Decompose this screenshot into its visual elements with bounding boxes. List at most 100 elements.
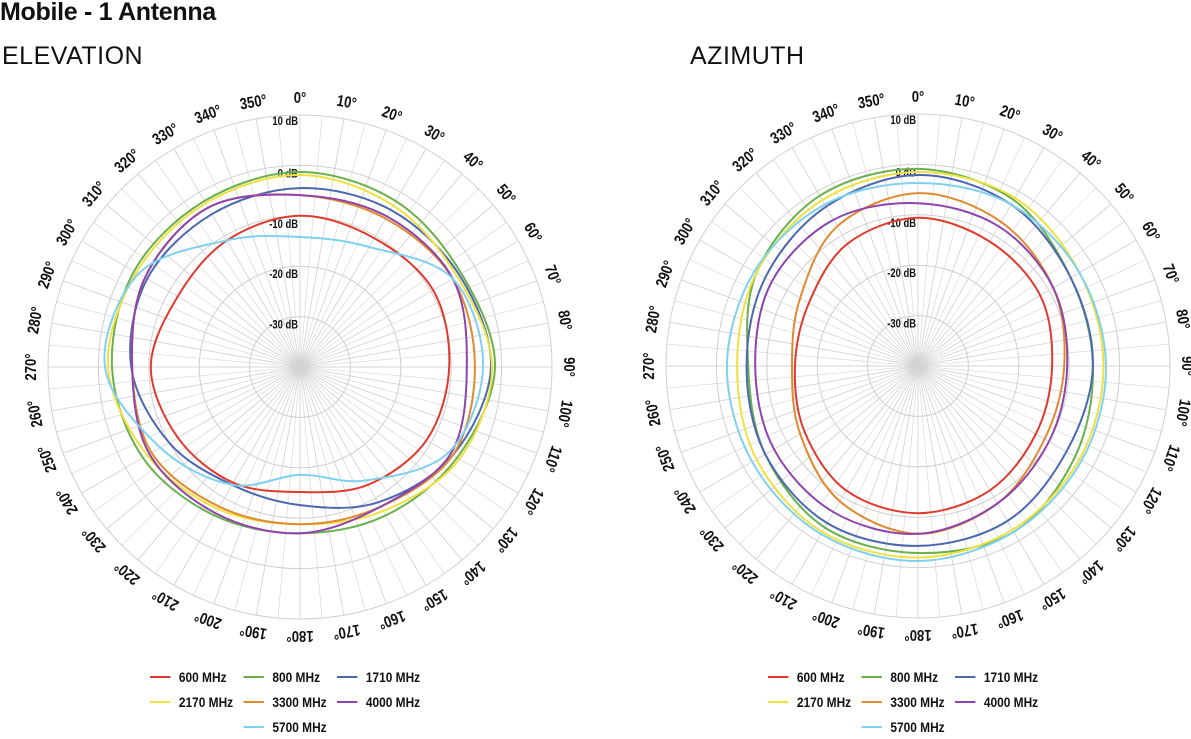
azimuth-spoke — [917, 365, 1125, 511]
azimuth-angle-label: 200° — [810, 605, 842, 631]
legend-label: 800 MHz — [272, 668, 321, 685]
legend-label: 600 MHz — [796, 668, 845, 685]
azimuth-angle-label: 120° — [1136, 484, 1165, 516]
azimuth-spoke — [917, 300, 1162, 367]
elevation-angle-label: 80° — [554, 309, 575, 332]
azimuth-spoke — [917, 365, 1063, 573]
azimuth-spoke — [811, 137, 919, 367]
azimuth-spoke — [895, 365, 919, 618]
elevation-spoke — [193, 366, 301, 596]
azimuth-ring — [867, 315, 969, 417]
legend-item: 600 MHz — [150, 669, 244, 685]
legend-item: 800 MHz — [861, 669, 956, 685]
elevation-angle-label: 220° — [112, 557, 144, 588]
legend-swatch — [955, 675, 976, 678]
legend-item: 5700 MHz — [861, 719, 956, 735]
azimuth-spoke — [917, 365, 1170, 389]
elevation-spoke — [63, 366, 301, 454]
azimuth-spoke — [791, 365, 919, 585]
elevation-angle-label: 60° — [520, 220, 545, 246]
azimuth-spoke — [711, 221, 919, 367]
elevation-angle-label: 160° — [376, 606, 408, 632]
azimuth-spoke — [917, 365, 1147, 473]
elevation-radial-tick-label: -20 dB — [269, 268, 298, 281]
azimuth-angle-label: 290° — [653, 258, 679, 290]
azimuth-angle-label: 330° — [768, 119, 800, 148]
elevation-spoke — [173, 366, 301, 586]
azimuth-spoke — [669, 365, 919, 411]
azimuth-spoke — [681, 365, 919, 453]
elevation-spoke — [299, 366, 494, 530]
azimuth-series-4000-mhz — [754, 202, 1069, 535]
elevation-spoke — [299, 366, 544, 433]
azimuth-spoke — [755, 172, 919, 367]
elevation-spoke — [299, 123, 366, 368]
azimuth-angle-label: 300° — [671, 216, 700, 248]
azimuth-ring — [665, 113, 1171, 619]
legend-item: 2170 MHz — [150, 694, 244, 710]
azimuth-angle-label: 60° — [1138, 219, 1163, 245]
azimuth-spoke — [755, 365, 919, 560]
elevation-spoke — [299, 366, 479, 546]
elevation-spoke — [121, 188, 301, 368]
elevation-angle-label: 150° — [418, 585, 450, 614]
azimuth-spoke — [917, 365, 1137, 493]
elevation-angle-label: 260° — [25, 399, 47, 429]
azimuth-angle-label: 160° — [994, 605, 1026, 631]
elevation-spoke — [299, 280, 537, 368]
elevation-spoke — [299, 366, 549, 412]
azimuth-spoke — [852, 122, 919, 367]
legend-swatch — [768, 700, 789, 703]
azimuth-angle-label: 90° — [1177, 356, 1191, 376]
legend-row: 600 MHz 800 MHz 1710 MHz — [150, 664, 431, 689]
azimuth-angle-label: 250° — [653, 442, 679, 474]
elevation-spoke — [277, 115, 301, 368]
azimuth-spoke — [873, 365, 919, 615]
elevation-spoke — [234, 366, 301, 611]
elevation-angle-label: 300° — [53, 217, 82, 249]
azimuth-angle-label: 190° — [856, 619, 886, 641]
azimuth-angle-label: 110° — [1157, 442, 1183, 473]
azimuth-angle-label: 280° — [643, 304, 665, 334]
elevation-angle-label: 20° — [379, 103, 404, 126]
azimuth-spoke — [917, 365, 1167, 411]
elevation-angle-label: 110° — [539, 443, 565, 474]
azimuth-ring — [766, 214, 1070, 518]
azimuth-angle-label: 260° — [643, 398, 665, 428]
elevation-spoke — [299, 366, 387, 604]
azimuth-series-5700-mhz — [725, 181, 1108, 563]
azimuth-angle-label: 140° — [1074, 556, 1106, 587]
elevation-spoke — [299, 130, 387, 368]
azimuth-radial-tick-label: -30 dB — [887, 318, 916, 331]
elevation-angle-label: 210° — [150, 585, 182, 614]
azimuth-spoke — [917, 365, 1045, 585]
legend-item: 4000 MHz — [955, 694, 1049, 710]
elevation-spoke — [81, 366, 301, 494]
elevation-spoke — [71, 260, 301, 368]
elevation-spoke — [299, 115, 323, 368]
azimuth-angle-label: 0° — [912, 89, 925, 106]
elevation-spoke — [56, 366, 301, 433]
elevation-spoke — [193, 138, 301, 368]
azimuth-angle-label: 210° — [768, 584, 800, 613]
azimuth-spoke — [917, 147, 1045, 367]
elevation-spoke — [106, 204, 301, 368]
elevation-angle-label: 230° — [79, 523, 110, 555]
elevation-angle-label: 140° — [456, 557, 488, 588]
elevation-spoke — [48, 344, 301, 368]
azimuth-spoke — [724, 365, 919, 529]
elevation-spoke — [299, 188, 479, 368]
azimuth-spoke — [917, 114, 941, 367]
elevation-spoke — [155, 160, 301, 368]
azimuth-spoke — [917, 259, 1147, 367]
legend-item: 2170 MHz — [768, 694, 862, 710]
elevation-spoke — [51, 322, 301, 368]
legend-swatch — [768, 675, 789, 678]
azimuth-spoke — [681, 279, 919, 367]
elevation-spoke — [213, 130, 301, 368]
azimuth-spoke — [917, 117, 963, 367]
elevation-spoke — [56, 301, 301, 368]
elevation-spoke — [299, 366, 519, 494]
elevation-spoke — [213, 366, 301, 604]
azimuth-spoke — [699, 365, 919, 493]
